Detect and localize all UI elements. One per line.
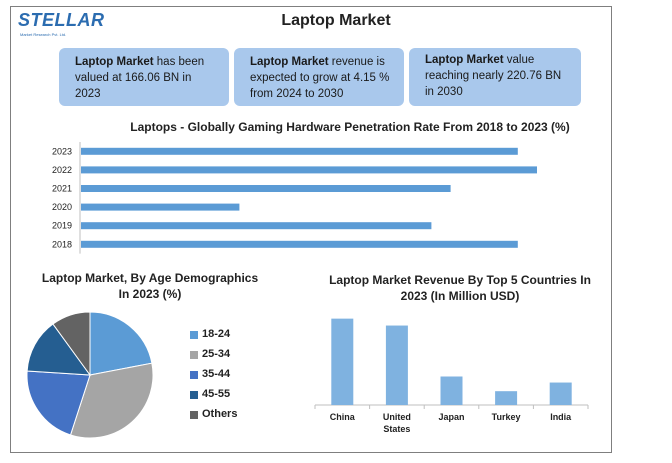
- penetration-bar: [81, 147, 518, 155]
- stat-card-bold: Laptop Market: [425, 54, 504, 66]
- penetration-tick-label: 2018: [52, 239, 72, 249]
- legend-label: 18-24: [202, 328, 231, 340]
- legend-swatch: [190, 331, 198, 339]
- age-pie-slice: [69, 362, 154, 439]
- penetration-bar: [81, 240, 518, 248]
- legend-label: 45-55: [202, 388, 231, 400]
- penetration-tick-label: 2020: [52, 202, 72, 212]
- age-pie-slice: [89, 311, 153, 376]
- legend-label: 25-34: [202, 348, 231, 360]
- country-tick-label: Turkey: [492, 412, 521, 422]
- country-chart-title: Laptop Market Revenue By Top 5 Countries…: [329, 273, 591, 303]
- country-tick-label: India: [550, 412, 572, 422]
- stat-card-bold: Laptop Market: [250, 56, 329, 68]
- legend-label: 35-44: [202, 368, 231, 380]
- penetration-bar: [81, 166, 537, 174]
- age-pie-title: Laptop Market, By Age Demographics In 20…: [41, 271, 259, 301]
- age-pie-slice: [26, 323, 92, 376]
- country-bar: [440, 376, 463, 405]
- penetration-tick-label: 2022: [52, 165, 72, 175]
- penetration-chart-title: Laptops - Globally Gaming Hardware Penet…: [130, 120, 570, 134]
- penetration-bar: [81, 185, 451, 192]
- stat-card-growth: Laptop Market revenue is expected to gro…: [234, 48, 404, 106]
- page-title: Laptop Market: [281, 12, 391, 29]
- legend-swatch: [190, 391, 198, 399]
- age-pie-slice: [26, 370, 91, 436]
- stat-card-text: revenue is expected to grow at 4.15 % fr…: [250, 56, 390, 100]
- country-bar: [331, 318, 354, 405]
- country-tick-label: China: [330, 412, 356, 422]
- penetration-tick-label: 2023: [52, 146, 72, 156]
- country-bar: [385, 325, 408, 405]
- country-bar: [495, 391, 518, 405]
- penetration-bar: [81, 222, 432, 230]
- age-pie-slice: [52, 311, 91, 377]
- country-bar: [549, 382, 572, 405]
- legend-swatch: [190, 411, 198, 419]
- country-tick-label: United States: [383, 412, 411, 434]
- stat-card-bold: Laptop Market: [75, 56, 154, 68]
- stat-card-text: has been valued at 166.06 BN in 2023: [75, 56, 205, 100]
- legend-swatch: [190, 351, 198, 359]
- brand-name: STELLAR: [18, 10, 105, 30]
- stat-card-valuation: Laptop Market has been valued at 166.06 …: [59, 48, 229, 106]
- penetration-tick-label: 2021: [52, 184, 72, 194]
- penetration-tick-label: 2019: [52, 221, 72, 231]
- country-tick-label: Japan: [438, 412, 464, 422]
- brand-logo: STELLAR Market Research Pvt. Ltd.: [18, 8, 104, 42]
- penetration-bar: [81, 203, 240, 211]
- legend-label: Others: [202, 408, 238, 420]
- stat-card-forecast: Laptop Market value reaching nearly 220.…: [409, 48, 581, 106]
- brand-tagline: Market Research Pvt. Ltd.: [20, 32, 67, 37]
- stat-card-text: value reaching nearly 220.76 BN in 2030: [425, 54, 562, 98]
- legend-swatch: [190, 371, 198, 379]
